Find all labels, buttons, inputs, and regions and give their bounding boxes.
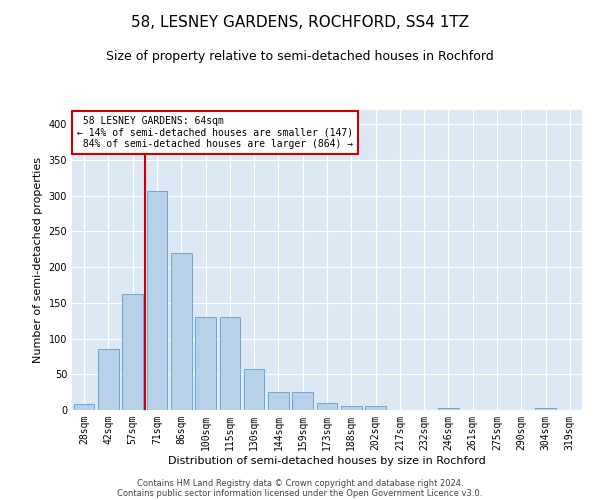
Bar: [171, 253, 191, 410]
Bar: [122, 294, 143, 410]
Bar: [146, 190, 167, 410]
Bar: [438, 408, 459, 410]
Y-axis label: Number of semi-detached properties: Number of semi-detached properties: [33, 157, 43, 363]
Text: Size of property relative to semi-detached houses in Rochford: Size of property relative to semi-detach…: [106, 50, 494, 63]
Bar: [292, 392, 313, 410]
Text: Contains HM Land Registry data © Crown copyright and database right 2024.: Contains HM Land Registry data © Crown c…: [137, 478, 463, 488]
Bar: [535, 408, 556, 410]
Bar: [98, 350, 119, 410]
X-axis label: Distribution of semi-detached houses by size in Rochford: Distribution of semi-detached houses by …: [168, 456, 486, 466]
Text: Contains public sector information licensed under the Open Government Licence v3: Contains public sector information licen…: [118, 488, 482, 498]
Bar: [341, 406, 362, 410]
Bar: [195, 317, 216, 410]
Bar: [220, 317, 240, 410]
Bar: [244, 368, 265, 410]
Text: 58 LESNEY GARDENS: 64sqm
← 14% of semi-detached houses are smaller (147)
 84% of: 58 LESNEY GARDENS: 64sqm ← 14% of semi-d…: [77, 116, 353, 149]
Text: 58, LESNEY GARDENS, ROCHFORD, SS4 1TZ: 58, LESNEY GARDENS, ROCHFORD, SS4 1TZ: [131, 15, 469, 30]
Bar: [365, 406, 386, 410]
Bar: [268, 392, 289, 410]
Bar: [317, 403, 337, 410]
Bar: [74, 404, 94, 410]
